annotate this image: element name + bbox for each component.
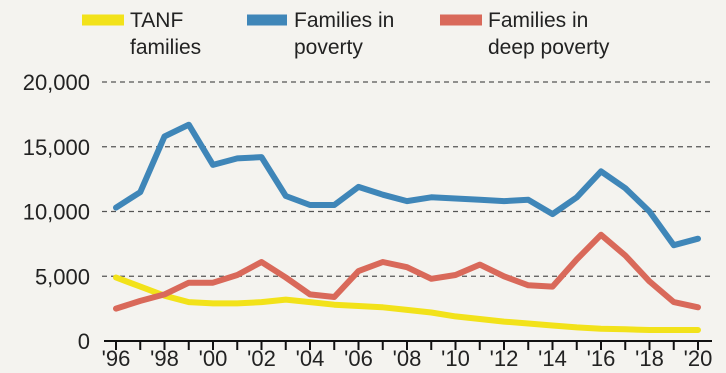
x-tick-label: '00	[199, 346, 228, 371]
y-tick-label: 5,000	[35, 264, 90, 289]
plot-area	[113, 121, 701, 333]
legend-label-deep-poverty-line1: Families in	[488, 9, 588, 32]
x-tick-label: '02	[247, 346, 276, 371]
x-tick-label: '12	[490, 346, 519, 371]
legend: TANF families Families in poverty Famili…	[82, 9, 610, 59]
legend-label-tanf-line2: families	[130, 36, 201, 59]
x-tick-label: '18	[635, 346, 664, 371]
x-tick-label: '96	[102, 346, 131, 371]
legend-label-poverty-line1: Families in	[294, 9, 394, 32]
gridlines	[102, 81, 712, 277]
y-tick-label: 20,000	[23, 70, 90, 95]
series-line-deep-poverty	[113, 231, 701, 312]
legend-label-poverty-line2: poverty	[294, 36, 363, 59]
y-axis: 20,000 15,000 10,000 5,000 0	[23, 70, 90, 354]
x-tick-label: '10	[441, 346, 470, 371]
y-tick-label: 15,000	[23, 135, 90, 160]
x-tick-label: '14	[538, 346, 567, 371]
x-axis: '96 '98 '00 '02 '04 '06 '08 '10 '12 '14 '16 '18 '20	[102, 340, 713, 371]
x-tick-label: '08	[393, 346, 422, 371]
x-tick-label: '06	[344, 346, 373, 371]
series-line-poverty	[113, 121, 701, 249]
x-tick-label: '20	[684, 346, 713, 371]
legend-label-tanf-line1: TANF	[130, 9, 183, 32]
x-tick-label: '98	[150, 346, 179, 371]
y-tick-label: 0	[78, 329, 90, 354]
series-line-tanf	[113, 274, 701, 333]
x-tick-label: '16	[587, 346, 616, 371]
x-tick-label: '04	[296, 346, 325, 371]
legend-label-deep-poverty-line2: deep poverty	[488, 36, 610, 59]
y-tick-label: 10,000	[23, 200, 90, 225]
